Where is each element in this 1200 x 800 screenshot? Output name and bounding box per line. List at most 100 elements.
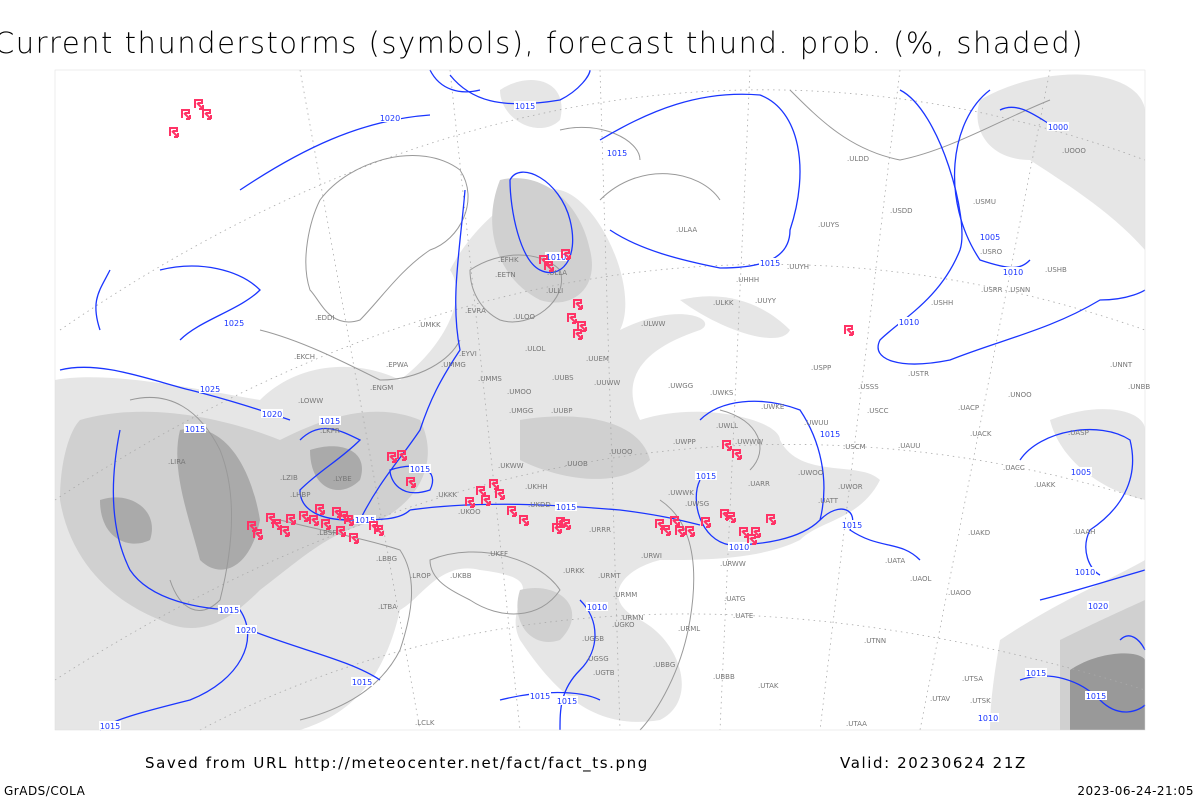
station-label: .UGKO: [612, 621, 635, 629]
isobar-label: 1015: [555, 502, 577, 512]
svg-text:1010: 1010: [978, 714, 998, 723]
station-label: .UKBB: [450, 572, 472, 580]
svg-text:1015: 1015: [320, 417, 340, 426]
station-label: .URWW: [720, 560, 746, 568]
isobar-label: 1015: [1025, 668, 1047, 678]
station-label: .USRO: [980, 248, 1003, 256]
station-label: .UNOO: [1008, 391, 1032, 399]
isobar-label: 1015: [351, 677, 373, 687]
isobar-label: 1005: [1070, 467, 1092, 477]
station-label: .LBSF: [317, 529, 336, 537]
isobar-label: 1025: [223, 318, 245, 328]
station-label: .EFHK: [498, 256, 519, 264]
station-label: .USRR: [981, 286, 1003, 294]
isobar-label: 1010: [1002, 267, 1024, 277]
svg-text:1015: 1015: [355, 516, 375, 525]
svg-text:1015: 1015: [842, 521, 862, 530]
source-url-text: Saved from URL http://meteocenter.net/fa…: [145, 754, 649, 772]
station-label: .UGTB: [593, 669, 615, 677]
station-label: .UKOO: [458, 508, 481, 516]
station-label: .USMU: [973, 198, 996, 206]
isobar-label: 1015: [99, 721, 121, 731]
isobar-label: 1015: [514, 101, 536, 111]
isobar-label: 1010: [1074, 567, 1096, 577]
station-label: .UUBP: [551, 407, 573, 415]
station-label: .UAKK: [1034, 481, 1056, 489]
station-label: .UATA: [885, 557, 905, 565]
station-label: .UTAA: [846, 720, 867, 728]
station-label: .UAKD: [968, 529, 990, 537]
isobar-label: 1015: [841, 520, 863, 530]
station-label: .USHH: [931, 299, 953, 307]
svg-text:1015: 1015: [352, 678, 372, 687]
station-label: .UKKK: [436, 491, 458, 499]
station-label: .UMMG: [441, 361, 466, 369]
station-label: .UUBS: [552, 374, 574, 382]
svg-text:1000: 1000: [1048, 123, 1068, 132]
isobar-label: 1015: [819, 429, 841, 439]
station-labels: .EFHK .EETN .ULLI .EVRA .ULOO .ULOL .UUEM .UUWW…: [168, 147, 1150, 728]
station-label: .UWKS: [710, 389, 734, 397]
station-label: .EETN: [495, 271, 516, 279]
station-label: .UAOO: [948, 589, 972, 597]
station-label: .UUYS: [818, 221, 840, 229]
svg-text:1010: 1010: [546, 253, 566, 262]
station-label: .EDDI: [315, 314, 335, 322]
station-label: .LKPR: [320, 427, 340, 435]
station-label: .UMOO: [507, 388, 532, 396]
station-label: .LROP: [410, 572, 431, 580]
svg-text:1015: 1015: [607, 149, 627, 158]
station-label: .ULOL: [525, 345, 546, 353]
station-label: .UARR: [748, 480, 770, 488]
svg-text:1010: 1010: [587, 603, 607, 612]
svg-text:1005: 1005: [980, 233, 1000, 242]
station-label: .UTSA: [962, 675, 983, 683]
station-label: .UGSG: [586, 655, 609, 663]
svg-text:1015: 1015: [515, 102, 535, 111]
station-label: .LIRA: [168, 458, 186, 466]
isobar-label: 1015: [184, 424, 206, 434]
station-label: .URMT: [598, 572, 621, 580]
station-label: .USCC: [867, 407, 889, 415]
isobar-label: 1020: [235, 625, 257, 635]
station-label: .URMM: [613, 591, 637, 599]
isobar-label: 1015: [529, 691, 551, 701]
station-label: .LZIB: [280, 474, 298, 482]
station-label: .UHHH: [736, 276, 759, 284]
svg-text:1010: 1010: [729, 543, 749, 552]
station-label: .UWOO: [798, 469, 824, 477]
station-label: .EPWA: [386, 361, 408, 369]
isobar-label: 1015: [319, 416, 341, 426]
svg-text:1025: 1025: [224, 319, 244, 328]
software-credit: GrADS/COLA: [4, 784, 86, 798]
station-label: .UWWW: [735, 438, 763, 446]
station-label: .UTAK: [758, 682, 779, 690]
station-label: .UWKE: [761, 403, 784, 411]
station-label: .UATG: [724, 595, 745, 603]
isobar-label: 1010: [545, 252, 567, 262]
station-label: .UBBG: [653, 661, 675, 669]
station-label: .URML: [678, 625, 700, 633]
station-label: .UACP: [958, 404, 979, 412]
svg-text:1015: 1015: [1026, 669, 1046, 678]
station-label: .UTNN: [864, 637, 886, 645]
station-label: .UTAV: [930, 695, 950, 703]
lat-lon-grid: [54, 69, 1146, 731]
station-label: .UUYH: [787, 263, 809, 271]
station-label: .UWLL: [716, 422, 738, 430]
isobar-label: 1020: [379, 113, 401, 123]
map-title: Current thunderstorms (symbols), forecas…: [0, 26, 1085, 60]
station-label: .ULLA: [547, 269, 567, 277]
station-label: .UAOL: [910, 575, 932, 583]
station-label: .LBBG: [376, 555, 397, 563]
station-label: .UNBB: [1128, 383, 1150, 391]
station-label: .UNNT: [1110, 361, 1133, 369]
station-label: .UWGG: [668, 382, 693, 390]
station-label: .UAUU: [898, 442, 920, 450]
station-label: .USTR: [908, 370, 929, 378]
station-label: .UWUU: [804, 419, 829, 427]
station-label: .UUWW: [594, 379, 620, 387]
station-label: .EYVI: [459, 350, 477, 358]
station-label: .UATE: [733, 612, 753, 620]
svg-text:1025: 1025: [200, 385, 220, 394]
